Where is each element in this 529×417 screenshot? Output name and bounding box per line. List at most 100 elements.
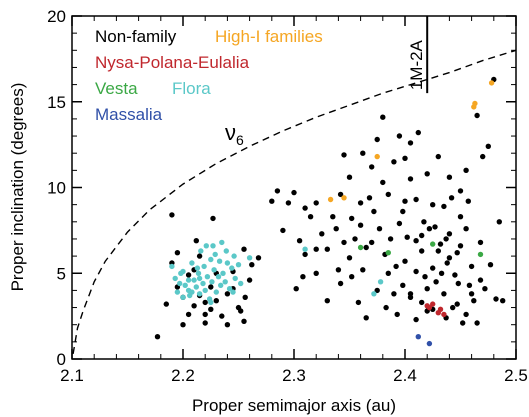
point-non-family	[480, 153, 486, 160]
point-non-family	[363, 315, 369, 321]
point-flora	[230, 289, 236, 295]
point-non-family	[391, 159, 397, 165]
point-non-family	[246, 277, 253, 283]
point-non-family	[355, 299, 362, 306]
point-non-family	[307, 214, 314, 220]
point-non-family	[191, 303, 197, 309]
point-non-family	[302, 205, 308, 211]
point-non-family	[422, 274, 428, 280]
point-non-family	[360, 150, 366, 156]
point-non-family	[435, 248, 441, 254]
point-flora	[213, 289, 219, 295]
point-nysa-polana-eulalia	[430, 301, 436, 307]
point-flora	[220, 270, 226, 276]
point-flora	[226, 286, 233, 292]
point-non-family	[346, 174, 353, 180]
point-non-family	[435, 153, 441, 160]
point-high-i-families	[488, 80, 495, 86]
point-non-family	[293, 286, 299, 292]
nu6-subscript: 6	[236, 132, 244, 148]
point-nysa-polana-eulalia	[426, 304, 433, 311]
point-flora	[201, 263, 207, 270]
point-non-family	[202, 299, 208, 306]
point-non-family	[391, 291, 397, 297]
point-non-family	[438, 270, 445, 276]
point-non-family	[185, 311, 192, 318]
point-flora	[189, 289, 195, 295]
y-tick-label: 0	[57, 350, 66, 369]
point-non-family	[465, 198, 471, 204]
point-non-family	[468, 291, 475, 297]
point-non-family	[474, 320, 480, 326]
point-flora	[194, 265, 201, 271]
legend-entry-massalia: Massalia	[95, 105, 163, 124]
point-flora	[208, 299, 214, 306]
point-flora	[229, 265, 235, 271]
point-non-family	[238, 308, 244, 314]
point-non-family	[413, 238, 419, 244]
plot-area: 1M-2A ν6 Non-family High-I families Nysa…	[72, 16, 517, 355]
point-non-family	[369, 164, 375, 170]
point-non-family	[387, 236, 394, 242]
point-non-family	[477, 277, 484, 283]
point-flora	[219, 239, 225, 246]
point-flora	[231, 253, 237, 259]
point-flora	[232, 275, 238, 282]
point-non-family	[477, 239, 484, 246]
point-flora	[182, 282, 188, 288]
point-non-family	[443, 236, 449, 242]
point-non-family	[324, 246, 330, 252]
point-flora	[189, 260, 195, 266]
point-non-family	[432, 224, 438, 230]
point-non-family	[446, 174, 453, 180]
point-non-family	[224, 291, 231, 297]
point-non-family	[413, 268, 419, 275]
point-non-family	[457, 214, 464, 220]
point-non-family	[419, 299, 425, 306]
point-flora	[210, 243, 216, 249]
y-axis-title: Proper inclination (degrees)	[8, 83, 27, 292]
point-non-family	[163, 301, 169, 307]
point-non-family	[402, 198, 408, 204]
x-axis: 2.1 2.2 2.3 2.4 2.5	[60, 16, 528, 385]
point-non-family	[487, 262, 494, 268]
point-flora	[185, 277, 192, 283]
point-non-family	[242, 294, 248, 300]
x-axis-title: Proper semimajor axis (au)	[192, 396, 396, 415]
point-non-family	[352, 236, 358, 242]
point-non-family	[185, 272, 192, 278]
point-non-family	[202, 311, 208, 318]
point-non-family	[337, 280, 344, 287]
x-tick-label: 2.4	[393, 366, 417, 385]
point-non-family	[407, 140, 414, 146]
point-vesta	[385, 250, 391, 256]
point-non-family	[208, 284, 214, 290]
point-flora	[174, 289, 181, 295]
point-flora	[172, 275, 178, 282]
point-non-family	[437, 241, 444, 247]
point-flora	[224, 260, 231, 266]
point-flora	[208, 256, 214, 263]
point-non-family	[219, 313, 225, 319]
point-non-family	[430, 265, 436, 271]
point-flora	[218, 282, 224, 288]
point-massalia	[426, 340, 433, 347]
point-non-family	[241, 246, 247, 252]
point-non-family	[424, 286, 430, 292]
x-tick-label: 2.1	[60, 366, 84, 385]
point-flora	[223, 248, 229, 254]
point-flora	[211, 267, 217, 273]
point-non-family	[394, 311, 400, 318]
point-non-family	[360, 267, 366, 273]
point-non-family	[463, 167, 469, 173]
point-non-family	[374, 136, 380, 143]
point-non-family	[341, 239, 347, 246]
point-non-family	[363, 244, 369, 251]
point-nysa-polana-eulalia	[441, 311, 447, 318]
point-non-family	[441, 291, 447, 297]
legend-entry-vesta: Vesta	[95, 79, 138, 98]
point-non-family	[402, 258, 408, 264]
point-high-i-families	[374, 153, 380, 160]
point-non-family	[455, 280, 461, 287]
